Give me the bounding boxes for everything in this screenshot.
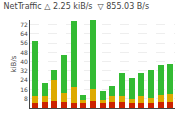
svg-text:40: 40: [20, 58, 28, 65]
svg-text:NetTraffic △ 2.25 kiB/s ▽ 855: NetTraffic △ 2.25 kiB/s ▽ 855.03 B/s: [4, 2, 150, 11]
svg-text:16: 16: [20, 86, 28, 93]
svg-text:kiB/s: kiB/s: [10, 55, 18, 72]
svg-text:56: 56: [20, 39, 28, 46]
svg-text:8: 8: [24, 95, 28, 102]
svg-text:64: 64: [20, 30, 28, 37]
svg-text:24: 24: [20, 76, 28, 83]
svg-text:72: 72: [20, 21, 28, 28]
svg-text:48: 48: [20, 49, 28, 56]
svg-text:32: 32: [20, 67, 28, 74]
